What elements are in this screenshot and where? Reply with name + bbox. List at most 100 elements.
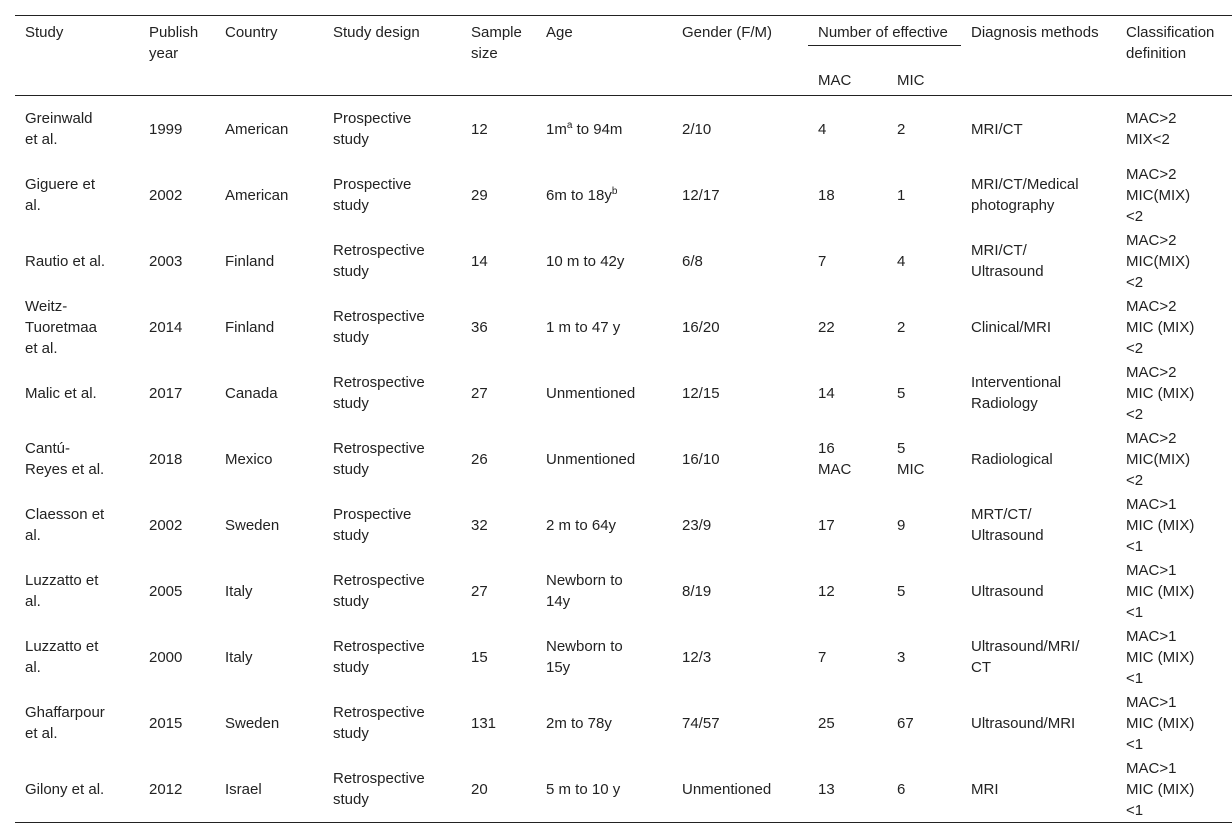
table-cell: Radiological: [971, 450, 1053, 468]
table-cell: 2: [897, 318, 906, 336]
table-row: Cantú-Reyes et al. 2018 Mexico Retrospectiv…: [15, 426, 1232, 492]
table-cell: MRI/CT/ Ultrasound: [971, 242, 1044, 280]
cell-line: MIC (MIX): [1126, 780, 1195, 798]
table-row: Ghaffarpour et al. 2015 Sweden Retrospectiv…: [15, 690, 1232, 756]
header-cell: Publish year: [149, 24, 199, 62]
cell-line: MAC>1: [1126, 627, 1177, 645]
table-cell: 26: [471, 450, 488, 468]
table-cell: Retrospective study: [333, 242, 425, 280]
table-cell: 2014: [149, 318, 183, 336]
table-cell: 16/20: [682, 318, 720, 336]
table-cell: 2003: [149, 252, 183, 270]
header-cell: Classification definition: [1126, 24, 1215, 62]
table-row: Luzzatto et al. 2005 Italy Retrospective st…: [15, 558, 1232, 624]
table-cell: MAC>1 MIC (MIX) <1: [1116, 558, 1232, 624]
table-cell: 12/15: [682, 384, 720, 402]
table-cell: 4: [818, 120, 827, 138]
table-cell: Retrospective study: [333, 770, 425, 808]
table-cell: 22: [818, 318, 835, 336]
cell-line: MIC(MIX): [1126, 252, 1191, 270]
table-cell: 8/19: [682, 582, 712, 600]
cell-text: to 94m: [572, 120, 623, 138]
cell-text: 1m: [546, 120, 567, 138]
table-cell: 2002: [149, 516, 183, 534]
table-cell: 1ma to 94m: [536, 96, 672, 163]
table-cell: Israel: [225, 780, 262, 798]
header-cell: Gender (F/M): [682, 24, 773, 41]
table-cell: Retrospective study: [333, 572, 425, 610]
table-header: Study Publish year Country Study design …: [15, 15, 1232, 96]
superscript: b: [611, 185, 618, 197]
cell-line: MAC>1: [1126, 495, 1177, 513]
table-cell: Ultrasound/MRI: [971, 714, 1076, 732]
table-cell: Newborn to 14y: [546, 572, 623, 610]
table-cell: 4: [897, 252, 906, 270]
table-cell: 12/3: [682, 648, 712, 666]
table-cell: 131: [471, 714, 497, 732]
table-cell: MAC>1 MIC (MIX) <1: [1116, 756, 1232, 823]
table-cell: 6: [897, 780, 906, 798]
table-body: Greinwald et al. 1999 American Prospective …: [15, 96, 1232, 823]
table-cell: MRI: [971, 780, 999, 798]
table-cell: 6m to 18yb: [536, 162, 672, 228]
table-cell: Unmentioned: [546, 450, 636, 468]
table-cell: 67: [897, 714, 914, 732]
table-cell: MRT/CT/ Ultrasound: [971, 506, 1044, 544]
table-cell: Sweden: [225, 516, 280, 534]
table-cell: 2015: [149, 714, 183, 732]
cell-line: <1: [1126, 801, 1144, 819]
table-cell: 2/10: [682, 120, 712, 138]
table-row: Giguere et al. 2002 American Prospective st…: [15, 162, 1232, 228]
cell-line: <1: [1126, 603, 1144, 621]
table-row: Rautio et al. 2003 Finland Retrospective st…: [15, 228, 1232, 294]
header-cell: Diagnosis methods: [971, 24, 1099, 41]
table-cell: Finland: [225, 252, 275, 270]
table-cell: Retrospective study: [333, 308, 425, 346]
table-cell: 2017: [149, 384, 183, 402]
table-cell: 5 MIC: [897, 440, 925, 478]
cell-line: MAC>1: [1126, 561, 1177, 579]
table-row: Weitz-Tuoretmaa et al. 2014 Finland Retrosp…: [15, 294, 1232, 360]
table-cell: Cantú-Reyes et al.: [25, 440, 105, 478]
table-cell: 2012: [149, 780, 183, 798]
table-cell: MAC>1 MIC (MIX) <1: [1116, 690, 1232, 756]
cell-line: <2: [1126, 339, 1144, 357]
cell-line: MIX<2: [1126, 131, 1170, 148]
table-cell: 7: [818, 648, 827, 666]
table-cell: 7: [818, 252, 827, 270]
cell-line: <2: [1126, 405, 1144, 423]
table-cell: 2002: [149, 186, 183, 204]
table-cell: 14: [471, 252, 488, 270]
table-cell: Sweden: [225, 714, 280, 732]
study-table: Study Publish year Country Study design …: [15, 15, 1232, 823]
table-cell: 2 m to 64y: [546, 516, 617, 534]
table-cell: Prospective study: [333, 506, 412, 544]
table-cell: 2m to 78y: [546, 714, 612, 732]
header-cell: Study: [25, 24, 64, 41]
table-row: Malic et al. 2017 Canada Retrospective stud…: [15, 360, 1232, 426]
table-cell: 5 m to 10 y: [546, 780, 621, 798]
table-cell: 12: [818, 582, 835, 600]
table-cell: Weitz-Tuoretmaa et al.: [25, 297, 97, 357]
cell-line: <1: [1126, 537, 1144, 555]
table-cell: MRI/CT/Medical photography: [971, 176, 1079, 214]
table-cell: 10 m to 42y: [546, 252, 625, 270]
table-row: Claesson et al. 2002 Sweden Prospective stu…: [15, 492, 1232, 558]
cell-line: MAC>2: [1126, 165, 1177, 183]
table-cell: MRI/CT: [971, 120, 1023, 138]
table-cell: 27: [471, 384, 488, 402]
table-cell: 15: [471, 648, 488, 666]
table-cell: Unmentioned: [682, 780, 772, 798]
table-cell: Retrospective study: [333, 704, 425, 742]
cell-line: MAC>1: [1126, 693, 1177, 711]
cell-line: <1: [1126, 669, 1144, 687]
cell-line: MIC (MIX): [1126, 582, 1195, 600]
table-cell: MAC>2 MIC(MIX) <2: [1116, 162, 1232, 228]
table-cell: 6/8: [682, 252, 703, 270]
table-cell: 2005: [149, 582, 183, 600]
cell-line: MIC(MIX): [1126, 450, 1191, 468]
cell-line: MAC>2: [1126, 110, 1177, 127]
cell-line: MIC(MIX): [1126, 186, 1191, 204]
table-cell: 16 MAC: [818, 440, 852, 478]
